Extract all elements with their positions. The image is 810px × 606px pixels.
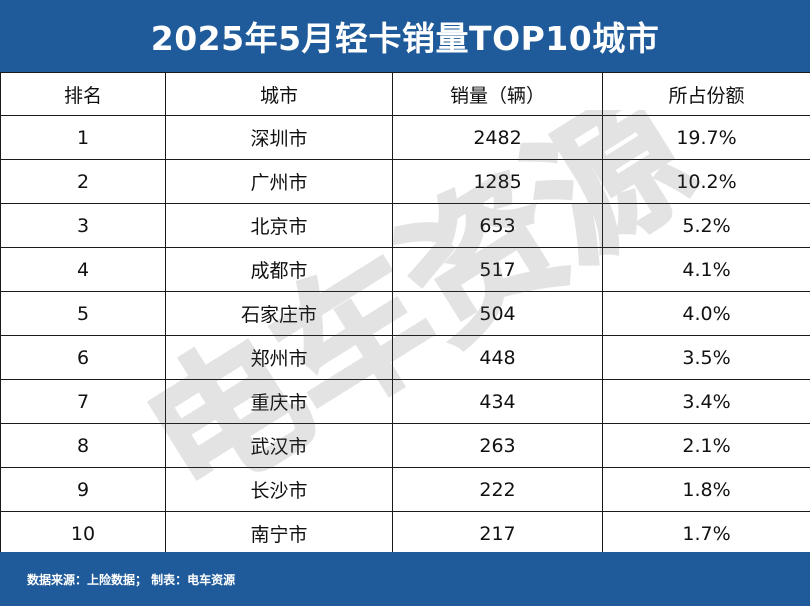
rank-cell: 10 [0,511,166,556]
rank-cell: 8 [0,423,166,468]
city-cell: 郑州市 [165,335,393,380]
sales-cell: 2482 [392,115,603,160]
table-row: 3 北京市 653 5.2% [0,203,810,248]
table-row: 1 深圳市 2482 19.7% [0,115,810,160]
sales-cell: 517 [392,247,603,292]
table-row: 2 广州市 1285 10.2% [0,159,810,204]
share-cell: 19.7% [602,115,810,160]
table-row: 5 石家庄市 504 4.0% [0,291,810,336]
rank-cell: 9 [0,467,166,512]
sales-cell: 217 [392,511,603,556]
rank-cell: 5 [0,291,166,336]
column-header-sales: 销量（辆） [392,72,603,116]
column-header-rank: 排名 [0,72,166,116]
column-header-share: 所占份额 [602,72,810,116]
table-row: 7 重庆市 434 3.4% [0,379,810,424]
table-row: 6 郑州市 448 3.5% [0,335,810,380]
sales-table-wrapper: 排名 城市 销量（辆） 所占份额 1 深圳市 2482 19.7% 2 广州市 1285 1… [0,72,810,556]
table-row: 9 长沙市 222 1.8% [0,467,810,512]
sales-cell: 263 [392,423,603,468]
share-cell: 3.4% [602,379,810,424]
sales-cell: 653 [392,203,603,248]
rank-cell: 2 [0,159,166,204]
share-cell: 1.8% [602,467,810,512]
rank-cell: 3 [0,203,166,248]
footer: 数据来源：上险数据； 制表：电车资源 [0,552,810,606]
page-title: 2025年5月轻卡销量TOP10城市 [150,19,660,58]
share-cell: 4.0% [602,291,810,336]
sales-table: 排名 城市 销量（辆） 所占份额 1 深圳市 2482 19.7% 2 广州市 1285 1… [0,72,810,556]
share-cell: 10.2% [602,159,810,204]
sales-cell: 1285 [392,159,603,204]
share-cell: 3.5% [602,335,810,380]
sales-cell: 448 [392,335,603,380]
city-cell: 北京市 [165,203,393,248]
sales-cell: 222 [392,467,603,512]
title-bar: 2025年5月轻卡销量TOP10城市 [0,0,810,72]
table-row: 4 成都市 517 4.1% [0,247,810,292]
rank-cell: 7 [0,379,166,424]
city-cell: 武汉市 [165,423,393,468]
city-cell: 重庆市 [165,379,393,424]
table-body: 1 深圳市 2482 19.7% 2 广州市 1285 10.2% 3 北京市 653 5.2% … [0,115,810,556]
rank-cell: 1 [0,115,166,160]
rank-cell: 4 [0,247,166,292]
footer-source-text: 数据来源：上险数据； 制表：电车资源 [27,572,236,587]
table-row: 8 武汉市 263 2.1% [0,423,810,468]
share-cell: 2.1% [602,423,810,468]
table-row: 10 南宁市 217 1.7% [0,511,810,556]
table-header-row: 排名 城市 销量（辆） 所占份额 [0,72,810,116]
share-cell: 4.1% [602,247,810,292]
share-cell: 5.2% [602,203,810,248]
city-cell: 长沙市 [165,467,393,512]
city-cell: 成都市 [165,247,393,292]
city-cell: 南宁市 [165,511,393,556]
rank-cell: 6 [0,335,166,380]
share-cell: 1.7% [602,511,810,556]
column-header-city: 城市 [165,72,393,116]
city-cell: 深圳市 [165,115,393,160]
city-cell: 石家庄市 [165,291,393,336]
sales-cell: 434 [392,379,603,424]
sales-cell: 504 [392,291,603,336]
city-cell: 广州市 [165,159,393,204]
